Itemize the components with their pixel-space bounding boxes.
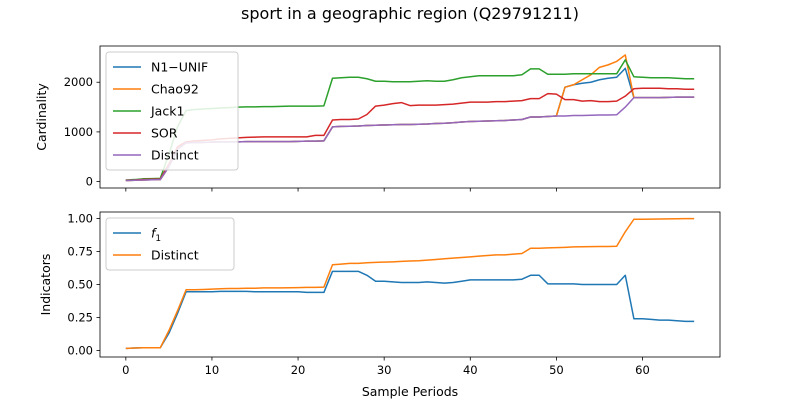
y-tick-label: 0 (86, 175, 93, 189)
legend-label: Distinct (151, 248, 199, 263)
panel-indicators: 0 10 20 30 40 50 60 0.00 0.25 0.50 0.75 1.00 Indicat… (38, 212, 721, 399)
series-line-distinct (125, 217, 695, 350)
x-axis-label: Sample Periods (362, 384, 458, 399)
legend-label: N1−UNIF (151, 60, 208, 75)
x-tick-label: 30 (377, 363, 392, 377)
x-tick-label: 50 (549, 363, 564, 377)
legend-label: SOR (151, 126, 178, 141)
series-line-f (125, 270, 695, 350)
y-tick-label: 0.25 (67, 310, 93, 324)
x-tick-label: 10 (205, 363, 220, 377)
x-tick-label: 40 (463, 363, 478, 377)
y-tick-label: 2000 (64, 75, 93, 89)
legend-label: Distinct (151, 148, 199, 163)
legend-label: Jack1 (150, 104, 184, 119)
x-tick-label: 0 (122, 363, 129, 377)
y-tick-label: 0.75 (67, 245, 93, 259)
legend-label: f1 (151, 226, 161, 245)
legend-box (105, 217, 235, 271)
y-tick-label: 0.50 (67, 278, 93, 292)
y-tick-label: 0.00 (67, 343, 93, 357)
panel-cardinality: 0 1000 2000 Cardinality N1−UNIF Chao92 Jack1 SO… (34, 45, 721, 192)
y-tick-label: 1.00 (67, 212, 93, 226)
x-tick-label: 60 (635, 363, 650, 377)
chart-title: sport in a geographic region (Q29791211) (241, 4, 579, 23)
axes-frame (99, 45, 721, 189)
y-axis-label: Cardinality (34, 83, 49, 151)
x-tick-label: 20 (291, 363, 306, 377)
legend: N1−UNIF Chao92 Jack1 SOR Distinct (105, 51, 239, 171)
legend: f1 Distinct (105, 217, 235, 271)
y-axis-label: Indicators (38, 254, 53, 316)
y-tick-label: 1000 (64, 125, 93, 139)
legend-label: Chao92 (151, 82, 199, 97)
legend-box (105, 51, 239, 171)
